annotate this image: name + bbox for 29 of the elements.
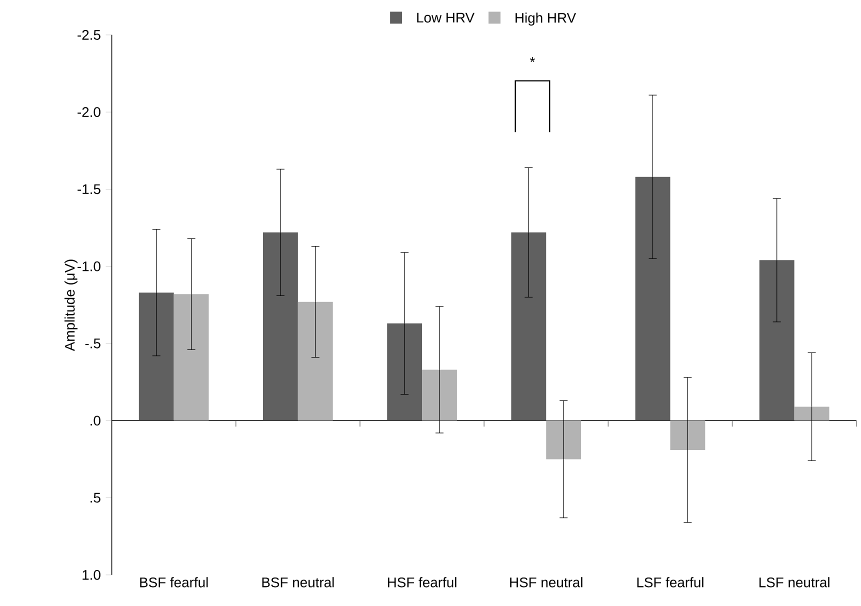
bar (635, 176, 670, 421)
bar (670, 420, 706, 450)
legend-label: Low HRV (417, 12, 474, 23)
bar (511, 232, 546, 421)
legend-label: High HRV (516, 12, 576, 26)
x-tick-label: LSF neutral (759, 577, 830, 588)
bar (298, 302, 333, 421)
y-tick-label: -1.5 (78, 184, 100, 194)
y-tick-label: -1.0 (78, 261, 100, 272)
y-tick-label: -.5 (85, 338, 100, 348)
x-tick-label: HSF neutral (510, 577, 582, 588)
x-tick-label: BSF neutral (262, 577, 334, 588)
x-tick-label: LSF fearful (637, 577, 704, 588)
y-tick-label: -2.5 (78, 30, 100, 40)
bar (138, 292, 174, 421)
bar (174, 294, 209, 421)
bar (759, 260, 794, 421)
bar (794, 406, 830, 421)
y-tick-label: .5 (90, 492, 100, 503)
y-tick-label: .0 (90, 416, 100, 426)
x-tick-label: HSF fearful (388, 577, 456, 588)
y-tick-label: -2.0 (78, 107, 100, 118)
bar (546, 420, 582, 460)
annotation: * (530, 57, 535, 62)
bar (422, 370, 457, 421)
y-tick-label: 1.0 (82, 570, 100, 580)
y-axis-title: Amplitude (μV) (64, 260, 78, 352)
bar (263, 232, 298, 421)
x-tick-label: BSF fearful (140, 577, 208, 588)
